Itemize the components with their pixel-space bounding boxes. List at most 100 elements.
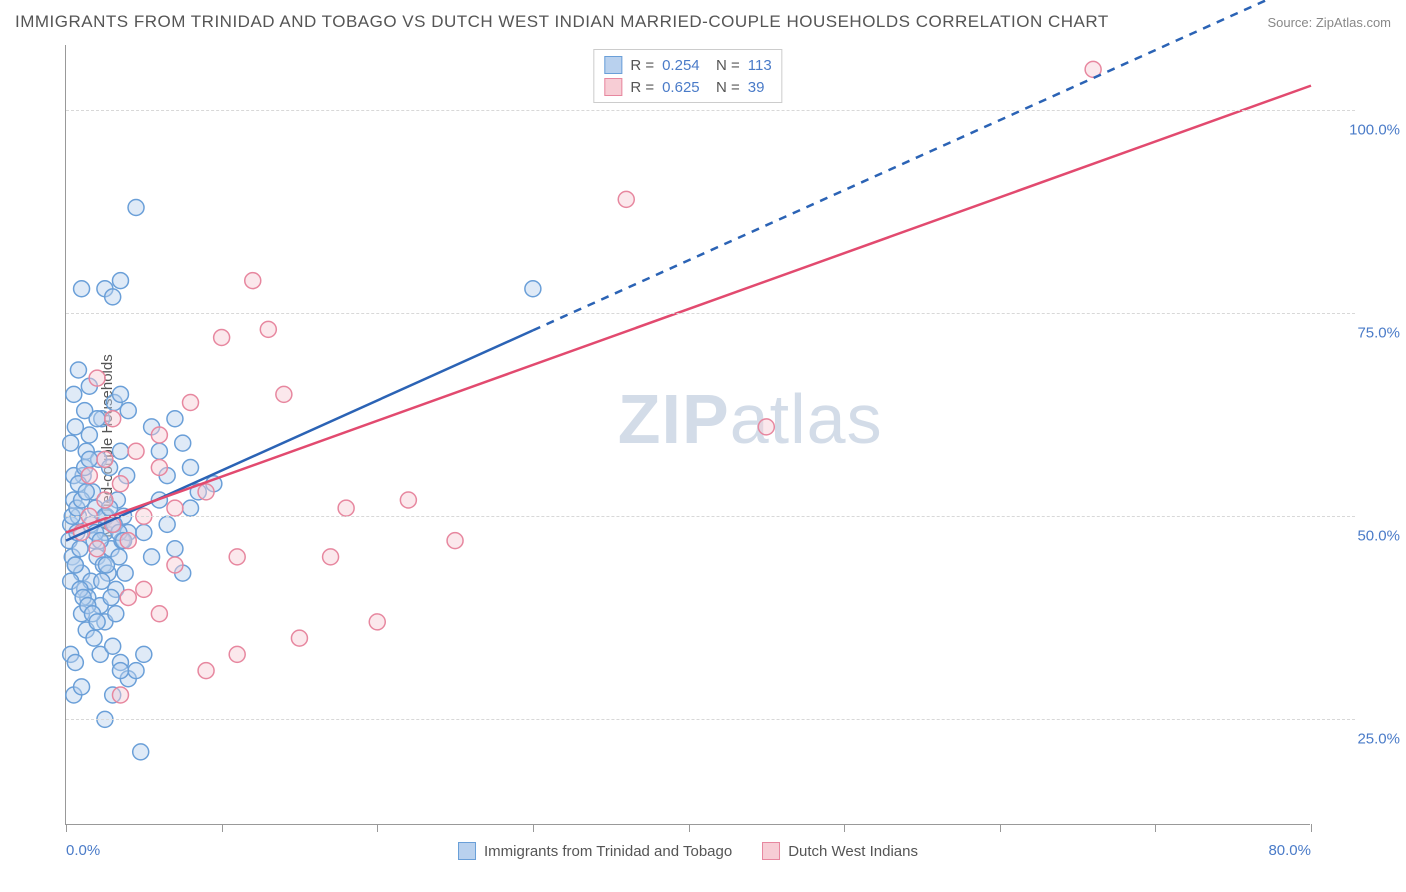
legend-stats-row-dutch: R = 0.625 N = 39 <box>604 76 771 98</box>
data-point-dutch <box>105 411 121 427</box>
data-point-trinidad <box>144 549 160 565</box>
data-point-dutch <box>323 549 339 565</box>
data-point-trinidad <box>112 443 128 459</box>
data-point-trinidad <box>183 500 199 516</box>
data-point-trinidad <box>94 573 110 589</box>
data-point-dutch <box>229 646 245 662</box>
x-tick <box>222 824 223 832</box>
data-point-trinidad <box>136 646 152 662</box>
data-point-dutch <box>758 419 774 435</box>
trendline-trinidad <box>66 330 533 540</box>
source-label: Source: ZipAtlas.com <box>1267 15 1391 30</box>
data-point-trinidad <box>70 362 86 378</box>
data-point-dutch <box>81 468 97 484</box>
data-point-dutch <box>97 492 113 508</box>
x-tick <box>533 824 534 832</box>
data-point-trinidad <box>175 435 191 451</box>
data-point-dutch <box>369 614 385 630</box>
x-tick <box>1155 824 1156 832</box>
data-point-trinidad <box>78 484 94 500</box>
gridline-h <box>66 110 1355 111</box>
data-point-trinidad <box>167 411 183 427</box>
data-point-trinidad <box>74 679 90 695</box>
title-bar: IMMIGRANTS FROM TRINIDAD AND TOBAGO VS D… <box>15 12 1391 32</box>
data-point-dutch <box>151 427 167 443</box>
swatch-trinidad-2 <box>458 842 476 860</box>
data-point-dutch <box>112 476 128 492</box>
data-point-dutch <box>112 687 128 703</box>
data-point-trinidad <box>128 663 144 679</box>
data-point-dutch <box>151 460 167 476</box>
data-point-dutch <box>167 500 183 516</box>
data-point-dutch <box>338 500 354 516</box>
x-tick <box>844 824 845 832</box>
plot-area: ZIPatlas R = 0.254 N = 113 R = 0.625 N =… <box>65 45 1310 825</box>
data-point-trinidad <box>89 411 105 427</box>
y-tick-label: 25.0% <box>1357 731 1400 748</box>
data-point-dutch <box>151 606 167 622</box>
x-tick <box>377 824 378 832</box>
data-point-dutch <box>198 484 214 500</box>
data-point-dutch <box>97 451 113 467</box>
data-point-trinidad <box>66 386 82 402</box>
data-point-trinidad <box>167 541 183 557</box>
data-point-trinidad <box>117 565 133 581</box>
data-point-trinidad <box>67 655 83 671</box>
data-point-trinidad <box>63 435 79 451</box>
swatch-dutch-2 <box>762 842 780 860</box>
data-point-dutch <box>183 395 199 411</box>
data-point-trinidad <box>86 630 102 646</box>
data-point-trinidad <box>159 516 175 532</box>
data-point-dutch <box>167 557 183 573</box>
gridline-h <box>66 313 1355 314</box>
x-tick <box>689 824 690 832</box>
chart-title: IMMIGRANTS FROM TRINIDAD AND TOBAGO VS D… <box>15 12 1109 32</box>
data-point-dutch <box>291 630 307 646</box>
data-point-trinidad <box>112 386 128 402</box>
swatch-dutch <box>604 78 622 96</box>
data-point-dutch <box>120 533 136 549</box>
swatch-trinidad <box>604 56 622 74</box>
data-point-trinidad <box>67 557 83 573</box>
data-point-dutch <box>198 663 214 679</box>
data-point-trinidad <box>103 590 119 606</box>
data-point-dutch <box>136 581 152 597</box>
x-tick <box>66 824 67 832</box>
x-tick <box>1311 824 1312 832</box>
data-point-trinidad <box>128 200 144 216</box>
data-point-dutch <box>214 330 230 346</box>
data-point-trinidad <box>133 744 149 760</box>
trendline-dutch <box>66 86 1311 533</box>
chart-svg <box>66 45 1310 824</box>
legend-item-dutch: Dutch West Indians <box>762 842 918 860</box>
data-point-trinidad <box>98 557 114 573</box>
data-point-trinidad <box>151 443 167 459</box>
data-point-trinidad <box>72 541 88 557</box>
data-point-trinidad <box>525 281 541 297</box>
legend-series: Immigrants from Trinidad and Tobago Dutc… <box>458 842 918 860</box>
data-point-trinidad <box>112 663 128 679</box>
data-point-dutch <box>245 273 261 289</box>
data-point-dutch <box>276 386 292 402</box>
gridline-h <box>66 719 1355 720</box>
data-point-dutch <box>120 590 136 606</box>
legend-stats-row-trinidad: R = 0.254 N = 113 <box>604 54 771 76</box>
data-point-trinidad <box>81 451 97 467</box>
gridline-h <box>66 516 1355 517</box>
data-point-trinidad <box>120 403 136 419</box>
data-point-trinidad <box>183 460 199 476</box>
data-point-trinidad <box>105 289 121 305</box>
data-point-trinidad <box>81 427 97 443</box>
legend-item-trinidad: Immigrants from Trinidad and Tobago <box>458 842 732 860</box>
data-point-trinidad <box>89 614 105 630</box>
data-point-dutch <box>229 549 245 565</box>
data-point-trinidad <box>108 606 124 622</box>
data-point-trinidad <box>67 419 83 435</box>
y-tick-label: 50.0% <box>1357 528 1400 545</box>
data-point-trinidad <box>74 281 90 297</box>
x-tick-label-left: 0.0% <box>66 842 100 859</box>
data-point-dutch <box>400 492 416 508</box>
y-tick-label: 75.0% <box>1357 325 1400 342</box>
data-point-dutch <box>260 321 276 337</box>
data-point-dutch <box>89 370 105 386</box>
